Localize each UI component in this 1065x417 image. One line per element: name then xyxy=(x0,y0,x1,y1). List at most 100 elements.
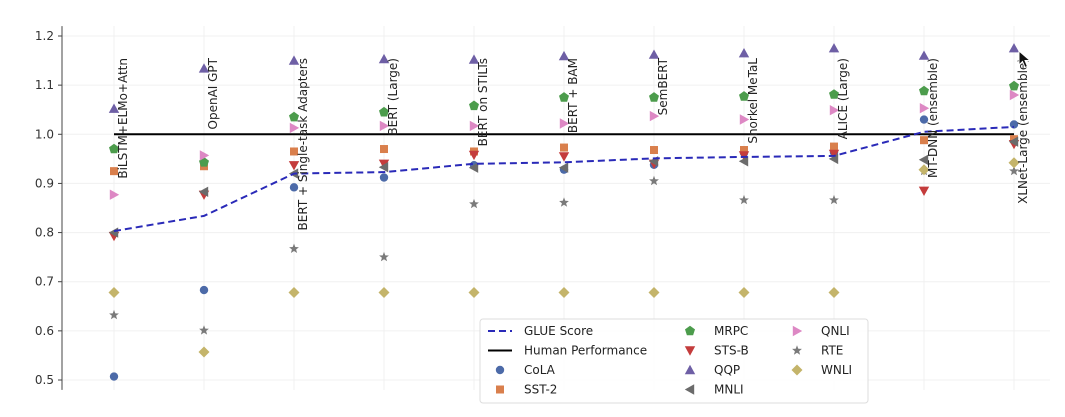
category-labels: BiLSTM+ELMo+Attn OpenAI GPT BERT + Single-… xyxy=(116,57,1030,230)
cola-point xyxy=(109,372,119,381)
sst-2-point xyxy=(110,167,118,176)
y-tick-label: 0.6 xyxy=(35,324,54,338)
wnli-point xyxy=(468,287,480,298)
legend-label: RTE xyxy=(821,344,843,358)
qnli-point xyxy=(739,114,750,125)
mrpc-point xyxy=(739,91,749,101)
sts-b-point xyxy=(468,150,480,161)
legend-label: SST-2 xyxy=(524,383,557,397)
mrpc-point xyxy=(1009,80,1019,91)
qnli-point xyxy=(199,150,210,161)
sts-b-point xyxy=(828,149,840,160)
qqp-point xyxy=(558,50,570,61)
category-label: MT-DNN (ensemble) xyxy=(926,58,940,178)
qqp-point xyxy=(918,50,930,60)
qnli-point xyxy=(289,122,300,134)
qnli-point xyxy=(919,103,930,114)
category-label: SemBERT xyxy=(656,57,670,115)
cola-point xyxy=(1009,120,1019,129)
mrpc-point xyxy=(469,100,479,111)
mrpc-point xyxy=(919,85,929,96)
glue-score-line xyxy=(113,125,1015,233)
task-markers xyxy=(108,43,1020,381)
qqp-point xyxy=(288,55,300,65)
legend-swatch xyxy=(495,365,505,375)
y-tick-label: 0.5 xyxy=(35,373,54,387)
cola-point xyxy=(199,285,209,295)
qnli-point xyxy=(649,110,660,122)
mrpc-point xyxy=(829,89,839,99)
y-tick-label: 1.1 xyxy=(35,78,54,92)
y-tick-label: 1.2 xyxy=(35,29,54,43)
legend-swatch xyxy=(684,346,696,356)
series-wnli xyxy=(108,157,1020,358)
legend-swatch xyxy=(792,345,802,355)
qqp-point xyxy=(198,63,210,73)
rte-point xyxy=(1009,165,1019,176)
legend-label: Human Performance xyxy=(524,344,647,358)
wnli-point xyxy=(1008,157,1020,169)
legend-swatch xyxy=(792,325,803,337)
rte-point xyxy=(289,243,299,253)
legend-item-sts-b: STS-B xyxy=(684,344,749,358)
wnli-point xyxy=(558,287,570,298)
sst-2-point xyxy=(650,146,658,155)
mnli-point xyxy=(1008,136,1019,147)
qnli-point xyxy=(109,189,120,200)
category-label: BERT (Large) xyxy=(386,58,400,136)
legend-item-mnli: MNLI xyxy=(684,383,744,397)
legend-swatch xyxy=(684,384,695,395)
sts-b-point xyxy=(288,161,300,171)
series-qqp xyxy=(108,43,1020,113)
legend-item-glue-score: GLUE Score xyxy=(488,324,593,338)
legend-swatch xyxy=(496,385,504,394)
series-qnli xyxy=(109,89,1020,200)
mrpc-point xyxy=(289,111,299,122)
legend-item-qqp: QQP xyxy=(684,363,740,377)
mrpc-point xyxy=(109,143,119,154)
legend-label: WNLI xyxy=(821,363,852,377)
sst-2-point xyxy=(830,142,838,151)
legend-label: CoLA xyxy=(524,363,556,377)
category-label: BERT + BAM xyxy=(566,58,580,133)
wnli-point xyxy=(378,287,390,298)
rte-point xyxy=(199,325,209,335)
legend: GLUE Score Human Performance CoLA SST-2 MRPC… xyxy=(479,318,869,404)
qqp-point xyxy=(108,103,120,113)
y-tick-label: 1.0 xyxy=(35,127,54,141)
category-label: OpenAI GPT xyxy=(206,57,220,129)
rte-point xyxy=(649,175,659,186)
legend-swatch xyxy=(684,364,696,375)
legend-label: GLUE Score xyxy=(524,324,593,338)
legend-label: MRPC xyxy=(714,324,748,338)
mnli-point xyxy=(558,162,569,173)
cola-point xyxy=(289,183,299,192)
legend-label: STS-B xyxy=(714,344,749,358)
y-tick-label: 0.8 xyxy=(35,226,54,240)
legend-item-sst-2: SST-2 xyxy=(496,383,557,397)
mrpc-point xyxy=(559,92,569,102)
legend-item-wnli: WNLI xyxy=(791,363,852,377)
sts-b-point xyxy=(378,159,390,169)
category-label: BiLSTM+ELMo+Attn xyxy=(116,58,130,179)
rte-point xyxy=(829,194,839,205)
wnli-point xyxy=(918,164,930,176)
category-label: ALICE (Large) xyxy=(836,58,850,139)
legend-item-qnli: QNLI xyxy=(792,324,850,338)
rte-point xyxy=(379,251,389,262)
rte-point xyxy=(109,309,119,320)
category-label: XLNet-Large (ensemble) xyxy=(1016,58,1030,204)
legend-box xyxy=(479,318,869,404)
qqp-point xyxy=(468,54,480,64)
legend-item-rte: RTE xyxy=(792,344,843,358)
mnli-point xyxy=(198,186,209,197)
legend-item-human-performance: Human Performance xyxy=(488,344,647,358)
mouse-pointer-icon xyxy=(1018,50,1032,69)
rte-point xyxy=(559,197,569,207)
rte-point xyxy=(739,194,749,205)
legend-label: QNLI xyxy=(821,324,850,338)
qnli-point xyxy=(559,118,570,129)
series-mrpc xyxy=(109,80,1019,167)
mnli-point xyxy=(378,162,389,173)
legend-item-cola: CoLA xyxy=(495,363,556,377)
